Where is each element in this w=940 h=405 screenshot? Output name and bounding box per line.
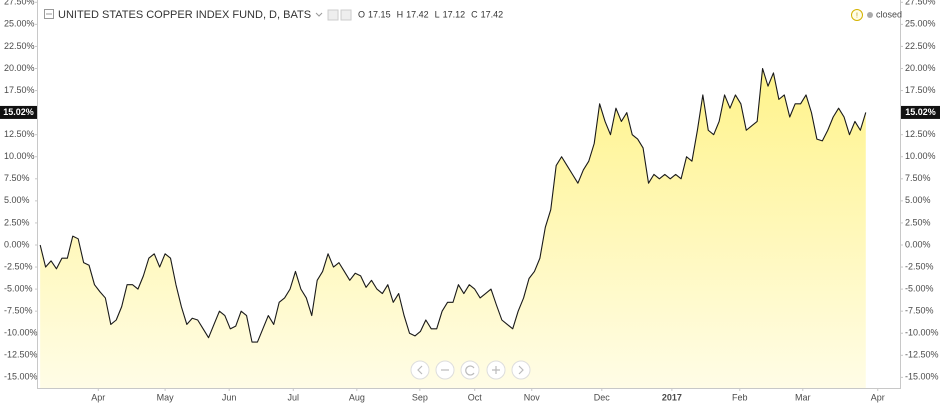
scroll-right-button[interactable] (511, 360, 531, 380)
last-value-label: 15.02% (3, 107, 34, 117)
y-tick-label-right: -5.00% (905, 283, 934, 293)
x-tick-label: Feb (732, 392, 748, 402)
ohlc-value: 17.42 (481, 9, 504, 19)
y-tick-label-left: 22.50% (4, 41, 35, 51)
chart-title: UNITED STATES COPPER INDEX FUND, D, BATS (58, 9, 311, 21)
y-tick-label-left: 2.50% (4, 217, 30, 227)
close-icon[interactable] (340, 9, 352, 21)
x-tick-label: Mar (795, 392, 811, 402)
y-tick-label-left: -10.00% (4, 328, 38, 338)
y-tick-label-right: 22.50% (905, 41, 936, 51)
y-tick-label-right: 0.00% (905, 239, 931, 249)
y-tick-label-right: -10.00% (905, 328, 939, 338)
alert-icon[interactable] (851, 9, 863, 21)
y-tick-label-right: 2.50% (905, 217, 931, 227)
y-tick-label-right: -15.00% (905, 372, 939, 382)
last-value-label: 15.02% (905, 107, 936, 117)
y-tick-label-right: 7.50% (905, 173, 931, 183)
x-tick-label: Aug (349, 392, 365, 402)
y-tick-label-left: 12.50% (4, 129, 35, 139)
icon (492, 366, 500, 374)
y-tick-label-left: 0.00% (4, 239, 30, 249)
y-tick-label-left: -15.00% (4, 372, 38, 382)
icon (465, 365, 475, 376)
y-tick-label-right: 5.00% (905, 195, 931, 205)
status-dot (867, 12, 873, 18)
status: closed (876, 9, 902, 19)
y-tick-label-right: 12.50% (905, 129, 936, 139)
plot-area (39, 67, 867, 389)
y-tick-label-right: -12.50% (905, 350, 939, 360)
y-tick-label-left: -2.50% (4, 261, 33, 271)
y-tick-label-left: 25.00% (4, 19, 35, 29)
ohlc-label: O (358, 9, 365, 19)
ohlc-value: 17.15 (368, 9, 391, 19)
dropdown-caret[interactable] (315, 12, 323, 17)
scroll-left-button[interactable] (410, 360, 430, 380)
reset-button[interactable] (460, 360, 480, 380)
y-tick-label-left: 17.50% (4, 85, 35, 95)
icon (417, 365, 423, 375)
y-tick-label-right: 10.00% (905, 151, 936, 161)
collapse-icon[interactable] (44, 9, 54, 19)
x-tick-label: Jun (222, 392, 237, 402)
ohlc-value: 17.12 (443, 9, 466, 19)
y-tick-label-left: -5.00% (4, 283, 33, 293)
x-tick-label: May (157, 392, 175, 402)
y-tick-label-left: 20.00% (4, 63, 35, 73)
x-tick-label: Sep (412, 392, 428, 402)
y-tick-label-right: 25.00% (905, 19, 936, 29)
y-tick-label-left: -7.50% (4, 306, 33, 316)
header: UNITED STATES COPPER INDEX FUND, D, BATS… (44, 9, 902, 21)
ohlc-label: L (435, 9, 440, 19)
x-tick-label: 2017 (662, 392, 682, 402)
x-tick-label: Jul (288, 392, 300, 402)
y-tick-label-left: 27.50% (4, 0, 35, 7)
line (39, 67, 867, 343)
ohlc-label: H (397, 9, 404, 19)
y-tick-label-left: -12.50% (4, 350, 38, 360)
x-tick-label: Dec (594, 392, 611, 402)
ohlc-value: 17.42 (406, 9, 429, 19)
navigation-buttons (410, 360, 531, 380)
y-tick-label-right: 20.00% (905, 63, 936, 73)
last-value-box (0, 105, 37, 119)
icon (518, 365, 524, 375)
x-tick-label: Apr (91, 392, 105, 402)
settings-icon[interactable] (327, 9, 339, 21)
x-tick-label: Apr (871, 392, 885, 402)
y-tick-label-right: -7.50% (905, 306, 934, 316)
y-tick-label-right: -2.50% (905, 261, 934, 271)
y-tick-label-right: 17.50% (905, 85, 936, 95)
area (40, 68, 866, 389)
x-tick-label: Nov (524, 392, 541, 402)
y-tick-label-left: 10.00% (4, 151, 35, 161)
y-tick-label-left: 7.50% (4, 173, 30, 183)
ohlc-label: C (471, 9, 478, 19)
alert-icon-glyph: ! (856, 12, 858, 19)
ohlc-values: O 17.15 H 17.42 L 17.12 C 17.42 (358, 9, 503, 19)
y-tick-label-left: 5.00% (4, 195, 30, 205)
last-value-box (901, 105, 940, 119)
x-tick-label: Oct (468, 392, 483, 402)
y-tick-label-right: 27.50% (905, 0, 936, 7)
